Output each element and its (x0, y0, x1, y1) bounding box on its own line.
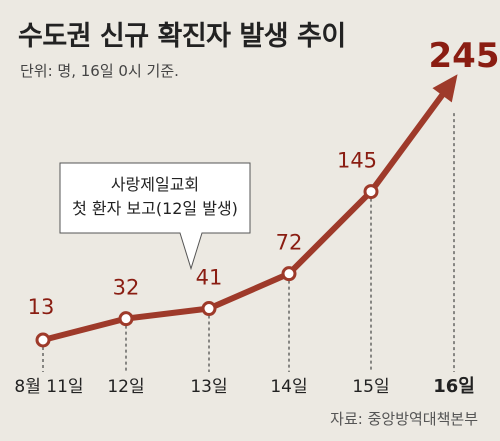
series-line (40, 74, 458, 343)
value-label-0: 13 (28, 295, 55, 319)
data-point-4 (363, 184, 379, 200)
chart-subtitle: 단위: 명, 16일 0시 기준. (20, 62, 179, 80)
x-tick-labels: 8월 11일 12일 13일 14일 15일 16일 (14, 376, 474, 397)
value-label-4: 145 (337, 149, 377, 173)
value-label-2: 41 (196, 266, 223, 290)
callout-line-1: 첫 환자 보고(12일 발생) (72, 199, 238, 218)
x-tick-0: 8월 11일 (14, 377, 83, 397)
x-tick-4: 15일 (352, 377, 389, 397)
source-note: 자료: 중앙방역대책본부 (330, 410, 478, 428)
value-label-3: 72 (276, 231, 303, 255)
series-polyline (40, 92, 446, 343)
x-tick-5: 16일 (433, 376, 475, 397)
data-point-0 (35, 332, 51, 348)
x-tick-2: 13일 (190, 377, 227, 397)
drop-lines (42, 113, 455, 372)
x-tick-1: 12일 (107, 377, 144, 397)
callout-line-0: 사랑제일교회 (111, 175, 199, 194)
data-point-3 (281, 266, 297, 282)
data-point-1 (118, 311, 134, 327)
data-point-2 (201, 301, 217, 317)
value-labels: 13 32 41 72 145 245 (28, 36, 500, 319)
x-tick-3: 14일 (270, 377, 307, 397)
chart-title: 수도권 신규 확진자 발생 추이 (18, 21, 346, 52)
callout-box (59, 162, 251, 271)
value-label-1: 32 (113, 276, 140, 300)
data-points (35, 184, 379, 348)
series-arrowhead (432, 74, 458, 103)
value-label-5: 245 (429, 36, 500, 76)
